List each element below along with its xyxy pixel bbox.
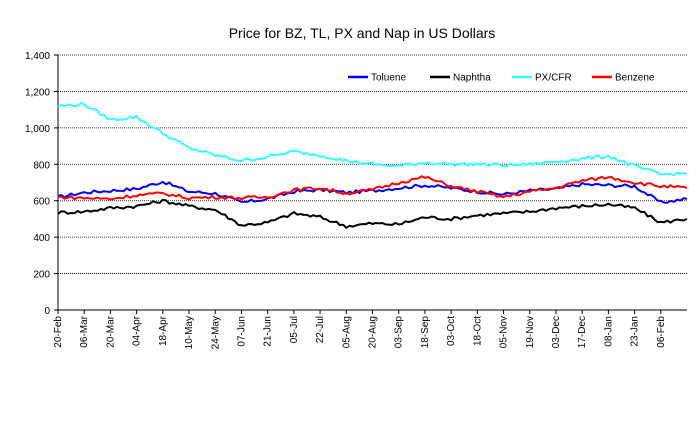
y-tick-label: 600 (33, 197, 50, 208)
y-tick-label: 800 (33, 160, 50, 171)
x-tick-label: 06-Mar (79, 315, 90, 347)
x-tick-label: 18-Sep (420, 316, 431, 349)
x-tick-label: 18-Apr (158, 315, 169, 346)
x-tick-label: 05-Aug (341, 316, 352, 348)
x-tick-label: 06-Feb (656, 316, 667, 348)
y-tick-label: 1,400 (25, 51, 50, 62)
series-line-benzene (57, 175, 688, 201)
x-tick-label: 03-Dec (551, 316, 562, 348)
chart-title: Price for BZ, TL, PX and Nap in US Dolla… (229, 25, 496, 41)
y-tick-label: 400 (33, 233, 50, 244)
x-tick-label: 22-Jul (315, 316, 326, 343)
x-tick-label: 10-May (184, 316, 195, 349)
x-tick-label: 08-Jan (603, 316, 614, 347)
x-tick-label: 24-May (210, 316, 221, 349)
x-tick-label: 19-Nov (525, 316, 536, 348)
legend-label: Toluene (371, 73, 406, 84)
y-tick-label: 0 (44, 306, 50, 317)
x-tick-label: 20-Feb (53, 316, 64, 348)
y-tick-label: 200 (33, 270, 50, 281)
x-tick-label: 21-Jun (263, 316, 274, 347)
series-line-pxcfr (57, 101, 688, 177)
x-tick-label: 03-Oct (446, 316, 457, 346)
x-tick-label: 23-Jan (630, 316, 641, 347)
x-tick-label: 04-Apr (132, 315, 143, 346)
series-line-naphtha (57, 198, 688, 229)
x-tick-label: 20-Mar (105, 315, 116, 347)
series-layer (57, 101, 688, 229)
legend: Toluene Naphtha PX/CFR Benzene (348, 73, 655, 84)
legend-label: PX/CFR (535, 73, 572, 84)
x-tick-label: 07-Jun (236, 316, 247, 347)
legend-label: Benzene (615, 73, 655, 84)
legend-label: Naphtha (453, 73, 491, 84)
x-tick-label: 17-Dec (577, 316, 588, 348)
x-tick-label: 03-Sep (394, 316, 405, 349)
x-tick-label: 05-Nov (499, 316, 510, 348)
x-tick-label: 18-Oct (472, 316, 483, 346)
axis-layer: 0 200 400 600 800 1,000 1,200 1,400 20-Feb 06-Mar… (25, 51, 687, 349)
y-tick-label: 1,200 (25, 87, 50, 98)
x-tick-label: 05-Jul (289, 316, 300, 343)
x-tick-label: 20-Aug (368, 316, 379, 348)
y-tick-label: 1,000 (25, 124, 50, 135)
